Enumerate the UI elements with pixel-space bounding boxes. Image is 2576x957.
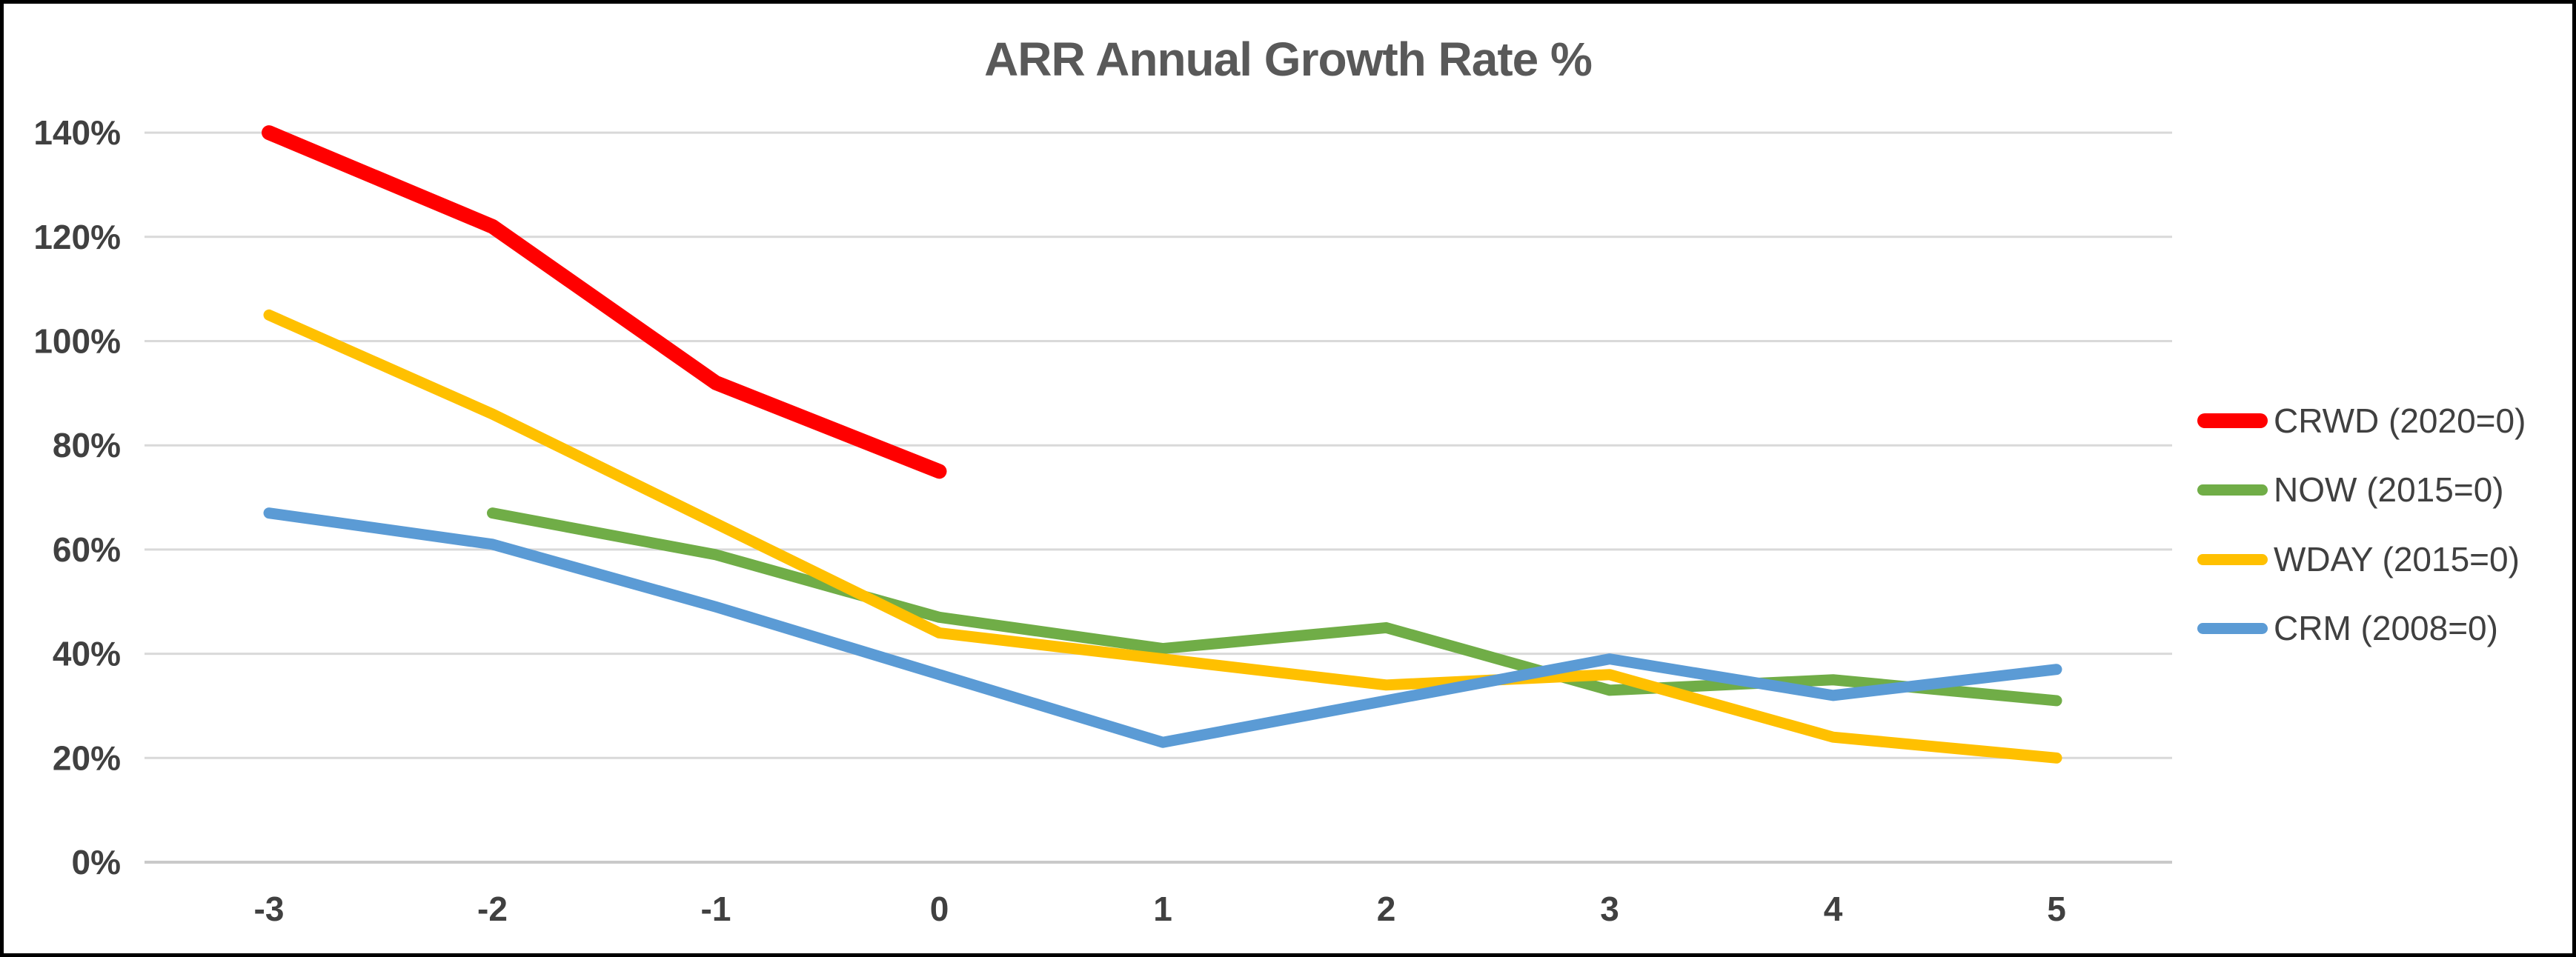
legend-item-crm: CRM (2008=0) bbox=[2197, 606, 2498, 650]
legend-label: CRWD (2020=0) bbox=[2274, 401, 2526, 440]
legend-swatch-icon bbox=[2197, 553, 2268, 565]
y-axis-tick-label: 80% bbox=[53, 426, 121, 464]
y-axis-tick-label: 120% bbox=[33, 218, 121, 256]
legend-swatch-icon bbox=[2197, 413, 2268, 428]
y-axis-tick-label: 60% bbox=[53, 530, 121, 569]
series-line-wday bbox=[263, 309, 2062, 764]
series-line-now bbox=[487, 507, 2062, 707]
chart-title: ARR Annual Growth Rate % bbox=[984, 33, 1593, 86]
y-axis-tick-label: 140% bbox=[33, 113, 121, 152]
legend-item-crwd: CRWD (2020=0) bbox=[2197, 399, 2526, 443]
x-axis-tick-label: 3 bbox=[1600, 890, 1619, 928]
legend-item-now: NOW (2015=0) bbox=[2197, 467, 2504, 512]
x-axis-tick-label: 4 bbox=[1824, 890, 1843, 928]
legend-swatch-icon bbox=[2197, 622, 2268, 634]
legend-label: CRM (2008=0) bbox=[2274, 609, 2498, 647]
legend-item-wday: WDAY (2015=0) bbox=[2197, 537, 2520, 581]
x-axis-tick-label: 1 bbox=[1153, 890, 1172, 928]
x-axis-tick-label: -3 bbox=[254, 890, 285, 928]
x-axis-tick-label: 0 bbox=[930, 890, 949, 928]
legend-label: NOW (2015=0) bbox=[2274, 470, 2504, 509]
x-axis-tick-label: 2 bbox=[1377, 890, 1396, 928]
y-axis-tick-label: 0% bbox=[72, 843, 121, 881]
y-axis-tick-label: 100% bbox=[33, 322, 121, 361]
x-axis-tick-label: 5 bbox=[2047, 890, 2066, 928]
series-line-crwd bbox=[262, 125, 947, 479]
plot-area: 0% 20% 40% 60% 80% 100% 120% 140% -3 -2 -1 0 1 2 3 4 5 bbox=[33, 113, 2172, 928]
y-axis-tick-label: 20% bbox=[53, 738, 121, 777]
series-line-crm bbox=[263, 507, 2062, 748]
y-axis-tick-label: 40% bbox=[53, 635, 121, 673]
x-axis-tick-label: -2 bbox=[477, 890, 508, 928]
legend-swatch-icon bbox=[2197, 484, 2268, 496]
legend-label: WDAY (2015=0) bbox=[2274, 540, 2520, 578]
x-axis-tick-label: -1 bbox=[701, 890, 731, 928]
